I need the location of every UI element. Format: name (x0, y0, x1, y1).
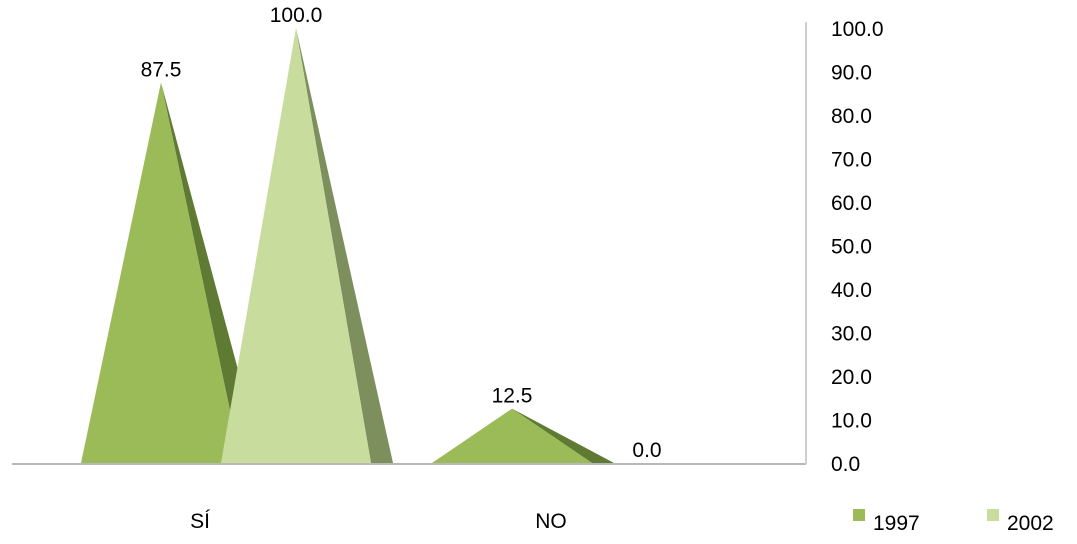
bar-1997-s- (81, 82, 241, 463)
y-tick-label: 90.0 (831, 62, 872, 85)
y-tick-label: 10.0 (831, 410, 872, 433)
y-tick-label: 40.0 (831, 279, 872, 302)
x-category-label: NO (535, 510, 567, 533)
legend-swatch-1997 (853, 509, 865, 521)
legend-swatch-2002 (987, 509, 999, 521)
y-tick-label: 0.0 (831, 453, 860, 476)
legend: 1997 2002 (853, 509, 1054, 535)
bar-shade-2002-s- (296, 28, 393, 463)
legend-label-2002: 2002 (1007, 512, 1054, 535)
data-labels: 87.5 12.5 100.0 0.0 (141, 4, 662, 462)
x-category-label: SÍ (190, 510, 210, 533)
y-tick-label: 50.0 (831, 236, 872, 259)
legend-label-1997: 1997 (873, 512, 920, 535)
bar-2002-s- (221, 28, 371, 463)
data-label-1997-s-: 87.5 (141, 58, 182, 81)
bars (81, 28, 614, 463)
y-tick-label: 70.0 (831, 149, 872, 172)
x-axis-categories: SÍ NO (190, 510, 567, 533)
data-label-1997-no: 12.5 (492, 385, 533, 408)
y-axis-ticks: 0.0 10.0 20.0 30.0 40.0 50.0 60.0 70.0 80.0 90.0 1… (831, 18, 884, 476)
y-tick-label: 80.0 (831, 105, 872, 128)
bar-1997-no (432, 408, 592, 463)
y-tick-label: 30.0 (831, 323, 872, 346)
data-label-2002-s-: 100.0 (270, 4, 323, 27)
data-label-2002-no: 0.0 (632, 439, 661, 462)
y-tick-label: 20.0 (831, 366, 872, 389)
bar-shade-1997-no (512, 408, 614, 463)
y-tick-label: 100.0 (831, 18, 884, 41)
axes (12, 22, 807, 465)
y-tick-label: 60.0 (831, 192, 872, 215)
